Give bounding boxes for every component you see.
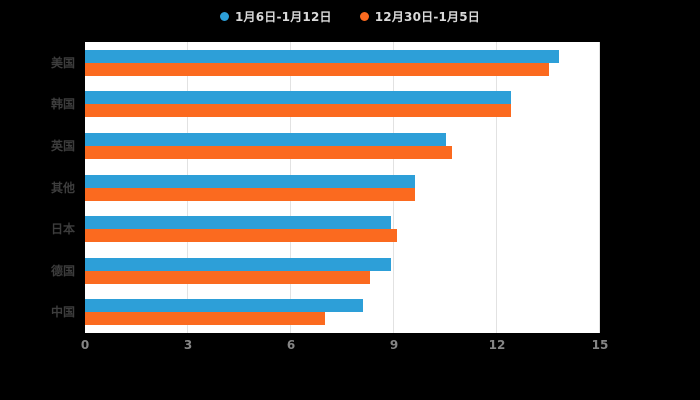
bar-series1-韩国 <box>85 91 511 104</box>
bar-series2-德国 <box>85 271 370 284</box>
gridline <box>599 42 600 333</box>
chart-legend: 1月6日-1月12日 12月30日-1月5日 <box>0 6 700 26</box>
category-label-其他: 其他 <box>50 181 75 195</box>
tick-label-3: 3 <box>183 338 193 352</box>
bar-series2-英国 <box>85 146 453 159</box>
category-label-英国: 英国 <box>50 139 75 153</box>
legend-label-series1: 1月6日-1月12日 <box>234 9 332 24</box>
y-axis-labels: 美国韩国英国其他日本德国中国 <box>0 42 80 333</box>
tick-label-0: 0 <box>80 338 90 352</box>
category-label-德国: 德国 <box>50 264 75 278</box>
legend-dot-series1-icon <box>219 11 229 21</box>
gridline <box>496 42 497 333</box>
legend-label-series2: 12月30日-1月5日 <box>374 9 480 24</box>
bar-series1-中国 <box>85 299 364 312</box>
category-label-美国: 美国 <box>50 56 75 70</box>
tick-label-12: 12 <box>488 338 506 352</box>
tick-label-6: 6 <box>286 338 296 352</box>
bar-series2-美国 <box>85 63 549 76</box>
bar-series1-日本 <box>85 216 391 229</box>
plot-area <box>85 42 600 333</box>
category-label-中国: 中国 <box>50 305 75 319</box>
tick-label-9: 9 <box>389 338 399 352</box>
bar-series1-英国 <box>85 133 446 146</box>
category-label-日本: 日本 <box>50 222 75 236</box>
bar-series1-德国 <box>85 258 391 271</box>
bar-series2-其他 <box>85 188 415 201</box>
legend-dot-series2-icon <box>359 11 369 21</box>
legend-item-series2[interactable]: 12月30日-1月5日 <box>359 8 480 25</box>
bar-series1-美国 <box>85 50 559 63</box>
x-axis-ticks: 0 3 6 9 12 15 <box>0 338 700 354</box>
bar-series2-日本 <box>85 229 398 242</box>
bar-series2-韩国 <box>85 104 511 117</box>
bar-series1-其他 <box>85 175 415 188</box>
legend-item-series1[interactable]: 1月6日-1月12日 <box>219 8 332 25</box>
bar-series2-中国 <box>85 312 326 325</box>
tick-label-15: 15 <box>591 338 609 352</box>
category-label-韩国: 韩国 <box>50 97 75 111</box>
